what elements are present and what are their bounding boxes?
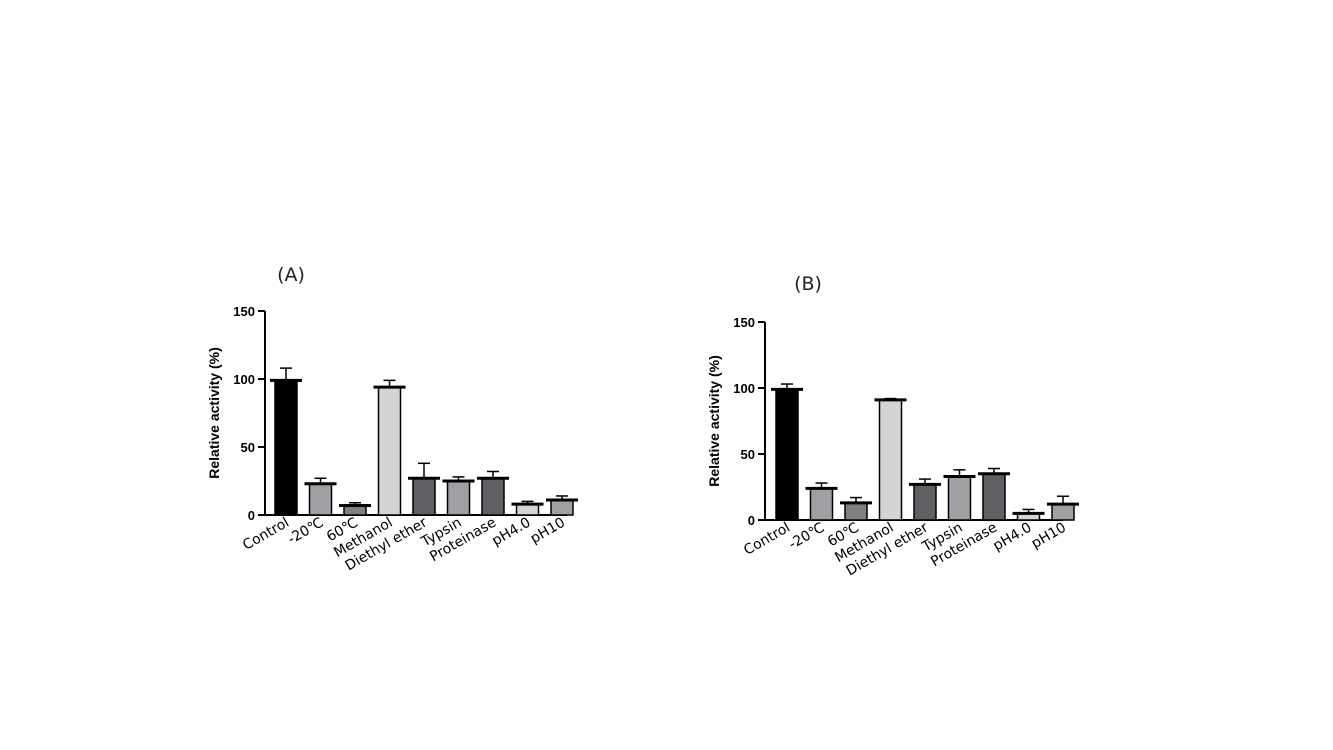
y-tick-label: 50 bbox=[741, 447, 755, 462]
bar bbox=[515, 503, 540, 516]
bar bbox=[913, 483, 937, 521]
x-tick-label: -20℃ bbox=[285, 515, 326, 548]
bar bbox=[775, 388, 799, 521]
x-tick-label: pH10 bbox=[528, 515, 568, 547]
bar bbox=[481, 477, 505, 516]
bar bbox=[1051, 503, 1075, 521]
bar bbox=[947, 475, 972, 521]
bar bbox=[844, 502, 868, 521]
y-tick-label: 0 bbox=[248, 508, 255, 523]
y-tick-label: 150 bbox=[233, 304, 255, 319]
bar bbox=[308, 482, 333, 516]
x-tick-label: pH4.0 bbox=[990, 520, 1034, 555]
bar bbox=[446, 480, 471, 516]
y-tick-label: 100 bbox=[233, 372, 255, 387]
bar bbox=[809, 487, 834, 521]
panel-label: (B) bbox=[794, 273, 822, 295]
chart-panel-a: (A)Relative activity (%)050100150Control… bbox=[206, 264, 578, 574]
y-tick-label: 50 bbox=[241, 440, 255, 455]
bar bbox=[550, 499, 574, 516]
bar bbox=[878, 399, 903, 521]
y-tick-label: 100 bbox=[733, 381, 755, 396]
x-tick-label: pH10 bbox=[1029, 520, 1069, 552]
y-axis-label: Relative activity (%) bbox=[706, 355, 722, 487]
panel-label: (A) bbox=[277, 264, 305, 286]
x-tick-label: -20℃ bbox=[786, 520, 827, 553]
x-tick-label: pH4.0 bbox=[489, 515, 533, 550]
chart-panel-b: (B)Relative activity (%)050100150Control… bbox=[706, 273, 1079, 579]
bar bbox=[377, 386, 402, 516]
bar bbox=[274, 379, 298, 516]
y-axis-label: Relative activity (%) bbox=[206, 347, 222, 479]
bar bbox=[982, 473, 1006, 521]
bar bbox=[412, 477, 436, 516]
y-tick-label: 150 bbox=[733, 315, 755, 330]
y-tick-label: 0 bbox=[748, 513, 755, 528]
